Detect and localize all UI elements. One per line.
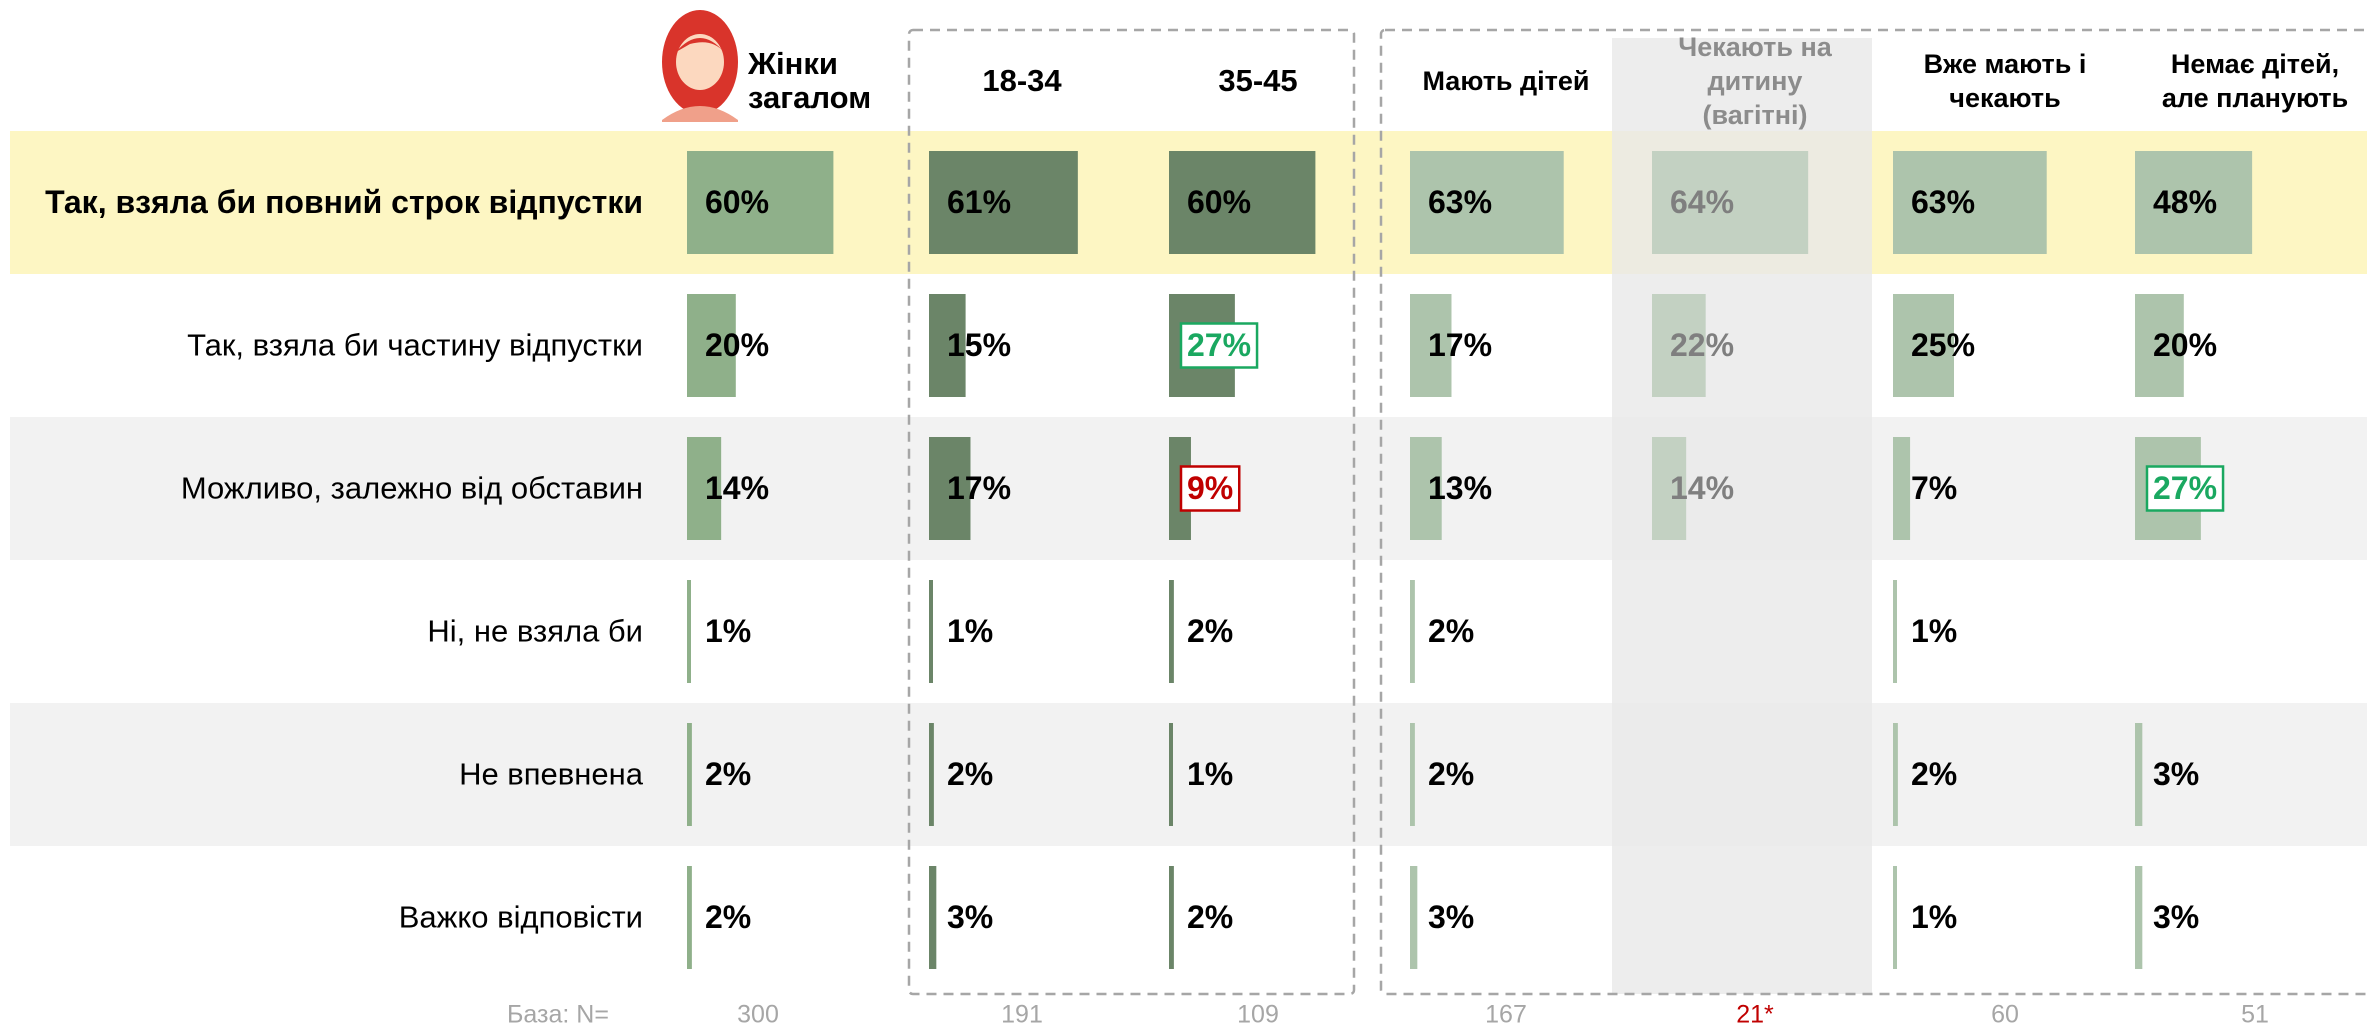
row-label: Ні, не взяла би <box>427 614 643 649</box>
value-label: 14% <box>705 470 769 506</box>
bar <box>929 580 933 683</box>
value-label: 2% <box>1428 756 1474 792</box>
value-label: 63% <box>1428 184 1492 220</box>
value-label: 7% <box>1911 470 1957 506</box>
value-label: 1% <box>1911 899 1957 935</box>
chart: Жінкизагалом18-3435-45Мають дітейЧекають… <box>0 0 2367 1028</box>
bar <box>929 866 936 969</box>
column-header: Мають дітей <box>1422 66 1589 96</box>
bar <box>929 723 934 826</box>
row-label: Так, взяла би повний строк відпустки <box>45 184 643 220</box>
value-label: 60% <box>1187 184 1251 220</box>
column-header: 35-45 <box>1218 63 1297 98</box>
value-label: 63% <box>1911 184 1975 220</box>
bar <box>1410 580 1415 683</box>
base-value: 21* <box>1736 1001 1774 1028</box>
bar <box>1893 580 1897 683</box>
base-value: 60 <box>1991 1001 2019 1028</box>
bar <box>687 866 692 969</box>
value-label: 3% <box>947 899 993 935</box>
bar <box>2135 866 2142 969</box>
column-header: 18-34 <box>982 63 1062 98</box>
row-label: Важко відповісти <box>399 900 643 935</box>
value-label: 17% <box>947 470 1011 506</box>
value-label: 27% <box>1187 327 1251 363</box>
base-value: 300 <box>737 1001 779 1028</box>
value-label: 1% <box>947 613 993 649</box>
bar <box>687 723 692 826</box>
value-label: 2% <box>1187 899 1233 935</box>
value-label: 15% <box>947 327 1011 363</box>
value-label: 17% <box>1428 327 1492 363</box>
value-label: 2% <box>1428 613 1474 649</box>
value-label: 60% <box>705 184 769 220</box>
value-label: 1% <box>1187 756 1233 792</box>
bar <box>1410 866 1417 969</box>
value-label: 3% <box>2153 756 2199 792</box>
column-header: Немає дітей,але планують <box>2162 49 2348 113</box>
value-label: 20% <box>2153 327 2217 363</box>
value-label: 64% <box>1670 184 1734 220</box>
bar <box>1410 723 1415 826</box>
base-value: 109 <box>1237 1001 1279 1028</box>
bar <box>687 580 691 683</box>
bar <box>1893 723 1898 826</box>
value-label: 14% <box>1670 470 1734 506</box>
value-label: 3% <box>2153 899 2199 935</box>
value-label: 9% <box>1187 470 1233 506</box>
bar <box>1893 437 1910 540</box>
bar <box>1893 866 1897 969</box>
avatar-icon <box>662 10 738 122</box>
value-label: 22% <box>1670 327 1734 363</box>
value-label: 25% <box>1911 327 1975 363</box>
value-label: 3% <box>1428 899 1474 935</box>
value-label: 20% <box>705 327 769 363</box>
value-label: 48% <box>2153 184 2217 220</box>
base-value: 191 <box>1001 1001 1043 1028</box>
value-label: 13% <box>1428 470 1492 506</box>
base-value: 167 <box>1485 1001 1527 1028</box>
value-label: 2% <box>947 756 993 792</box>
bar <box>1169 866 1174 969</box>
row-label: Не впевнена <box>459 757 644 792</box>
base-value: 51 <box>2241 1001 2269 1028</box>
value-label: 1% <box>1911 613 1957 649</box>
bar <box>1169 723 1173 826</box>
bar <box>2135 723 2142 826</box>
row-label: Можливо, залежно від обставин <box>181 471 643 506</box>
value-label: 2% <box>705 756 751 792</box>
value-label: 61% <box>947 184 1011 220</box>
value-label: 1% <box>705 613 751 649</box>
value-label: 2% <box>1187 613 1233 649</box>
value-label: 2% <box>1911 756 1957 792</box>
value-label: 27% <box>2153 470 2217 506</box>
row-label: Так, взяла би частину відпустки <box>187 328 643 363</box>
base-label: База: N= <box>507 1001 609 1028</box>
bar <box>1169 580 1174 683</box>
value-label: 2% <box>705 899 751 935</box>
